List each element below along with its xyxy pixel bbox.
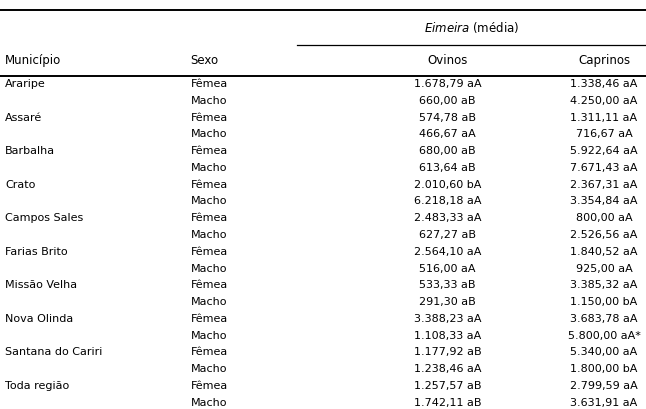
Text: 3.683,78 aA: 3.683,78 aA [570,314,638,324]
Text: 574,78 aB: 574,78 aB [419,112,476,123]
Text: Macho: Macho [191,398,227,408]
Text: Ovinos: Ovinos [427,54,468,67]
Text: 1.238,46 aA: 1.238,46 aA [413,364,481,374]
Text: Crato: Crato [5,180,36,190]
Text: 680,00 aB: 680,00 aB [419,146,475,156]
Text: Fêmea: Fêmea [191,314,228,324]
Text: Caprinos: Caprinos [578,54,630,67]
Text: 660,00 aB: 660,00 aB [419,96,475,106]
Text: 2.526,56 aA: 2.526,56 aA [570,230,638,240]
Text: 1.338,46 aA: 1.338,46 aA [570,79,638,89]
Text: 516,00 aA: 516,00 aA [419,263,475,274]
Text: Macho: Macho [191,230,227,240]
Text: 5.800,00 aA*: 5.800,00 aA* [568,330,640,341]
Text: Fêmea: Fêmea [191,347,228,357]
Text: Macho: Macho [191,129,227,139]
Text: Macho: Macho [191,196,227,207]
Text: 2.564,10 aA: 2.564,10 aA [413,247,481,257]
Text: 6.218,18 aA: 6.218,18 aA [413,196,481,207]
Text: 1.840,52 aA: 1.840,52 aA [570,247,638,257]
Text: Araripe: Araripe [5,79,46,89]
Text: Fêmea: Fêmea [191,280,228,290]
Text: 533,33 aB: 533,33 aB [419,280,475,290]
Text: 3.631,91 aA: 3.631,91 aA [570,398,638,408]
Text: 3.385,32 aA: 3.385,32 aA [570,280,638,290]
Text: 3.388,23 aA: 3.388,23 aA [413,314,481,324]
Text: 466,67 aA: 466,67 aA [419,129,475,139]
Text: 716,67 aA: 716,67 aA [576,129,632,139]
Text: 2.483,33 aA: 2.483,33 aA [413,213,481,223]
Text: 2.010,60 bA: 2.010,60 bA [413,180,481,190]
Text: 1.177,92 aB: 1.177,92 aB [413,347,481,357]
Text: Campos Sales: Campos Sales [5,213,83,223]
Text: 291,30 aB: 291,30 aB [419,297,475,307]
Text: Fêmea: Fêmea [191,146,228,156]
Text: 5.922,64 aA: 5.922,64 aA [570,146,638,156]
Text: 627,27 aB: 627,27 aB [419,230,476,240]
Text: Fêmea: Fêmea [191,213,228,223]
Text: Macho: Macho [191,263,227,274]
Text: Fêmea: Fêmea [191,247,228,257]
Text: Macho: Macho [191,297,227,307]
Text: Nova Olinda: Nova Olinda [5,314,74,324]
Text: Assaré: Assaré [5,112,43,123]
Text: Fêmea: Fêmea [191,112,228,123]
Text: Macho: Macho [191,330,227,341]
Text: 613,64 aB: 613,64 aB [419,163,475,173]
Text: 3.354,84 aA: 3.354,84 aA [570,196,638,207]
Text: $\it{Eimeira}$ (média): $\it{Eimeira}$ (média) [424,20,519,35]
Text: 1.742,11 aB: 1.742,11 aB [413,398,481,408]
Text: Barbalha: Barbalha [5,146,56,156]
Text: Município: Município [5,54,61,67]
Text: Sexo: Sexo [191,54,219,67]
Text: Santana do Cariri: Santana do Cariri [5,347,103,357]
Text: 2.799,59 aA: 2.799,59 aA [570,381,638,391]
Text: 1.678,79 aA: 1.678,79 aA [413,79,481,89]
Text: 1.257,57 aB: 1.257,57 aB [413,381,481,391]
Text: Macho: Macho [191,364,227,374]
Text: Macho: Macho [191,163,227,173]
Text: Fêmea: Fêmea [191,79,228,89]
Text: 1.108,33 aA: 1.108,33 aA [413,330,481,341]
Text: 1.150,00 bA: 1.150,00 bA [570,297,638,307]
Text: 5.340,00 aA: 5.340,00 aA [570,347,638,357]
Text: Missão Velha: Missão Velha [5,280,78,290]
Text: Fêmea: Fêmea [191,180,228,190]
Text: Farias Brito: Farias Brito [5,247,68,257]
Text: Fêmea: Fêmea [191,381,228,391]
Text: 2.367,31 aA: 2.367,31 aA [570,180,638,190]
Text: 800,00 aA: 800,00 aA [576,213,632,223]
Text: 7.671,43 aA: 7.671,43 aA [570,163,638,173]
Text: Macho: Macho [191,96,227,106]
Text: Toda região: Toda região [5,381,69,391]
Text: 925,00 aA: 925,00 aA [576,263,632,274]
Text: 1.800,00 bA: 1.800,00 bA [570,364,638,374]
Text: 1.311,11 aA: 1.311,11 aA [570,112,638,123]
Text: 4.250,00 aA: 4.250,00 aA [570,96,638,106]
